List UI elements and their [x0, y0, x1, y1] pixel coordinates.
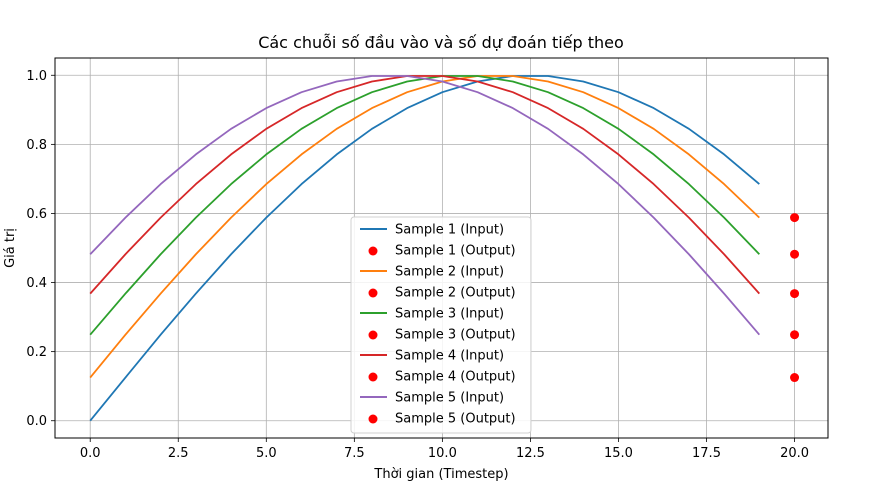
legend-entry-label: Sample 3 (Input) [395, 307, 504, 322]
x-tick-label: 5.0 [256, 446, 277, 461]
x-axis-ticks: 0.0 2.5 5.0 7.5 10.0 12.5 15.0 17.5 20.0 [80, 438, 809, 461]
legend-entry-label: Sample 1 (Input) [395, 223, 504, 238]
output-points [790, 213, 800, 383]
series-line-sample-4 [89, 75, 760, 295]
series-lines [89, 75, 761, 422]
series-line-sample-2 [89, 75, 760, 379]
legend-entry-label: Sample 2 (Output) [395, 286, 516, 301]
legend-dot-marker [368, 372, 378, 382]
y-tick-label: 1.0 [26, 69, 47, 84]
legend-box [350, 216, 532, 434]
plot-frame [54, 57, 829, 439]
y-tick-label: 0.2 [26, 345, 47, 360]
legend-entry-label: Sample 5 (Output) [395, 412, 516, 427]
output-point-sample-5 [790, 373, 800, 383]
legend-dot-marker [368, 414, 378, 424]
x-tick-label: 2.5 [168, 446, 189, 461]
legend-entry-label: Sample 4 (Output) [395, 370, 516, 385]
y-tick-label: 0.0 [26, 414, 47, 429]
legend-dot-marker [368, 330, 378, 340]
x-tick-label: 7.5 [344, 446, 365, 461]
y-axis-ticks: 0.0 0.2 0.4 0.6 0.8 1.0 [26, 69, 55, 429]
legend-entry-label: Sample 2 (Input) [395, 265, 504, 280]
legend-entry-label: Sample 1 (Output) [395, 244, 516, 259]
legend-entry-label: Sample 5 (Input) [395, 391, 504, 406]
y-tick-label: 0.4 [26, 276, 47, 291]
y-axis-label: Giá trị [3, 228, 18, 268]
x-tick-label: 17.5 [692, 446, 721, 461]
x-tick-label: 0.0 [80, 446, 101, 461]
legend: Sample 1 (Input) Sample 1 (Output) Sample … [350, 216, 532, 434]
legend-entry-label: Sample 4 (Input) [395, 349, 504, 364]
x-axis-label: Thời gian (Timestep) [373, 467, 508, 482]
x-tick-label: 12.5 [516, 446, 545, 461]
chart-title: Các chuỗi số đầu vào và số dự đoán tiếp … [258, 33, 624, 52]
x-tick-label: 10.0 [428, 446, 457, 461]
output-point-sample-1 [790, 213, 800, 223]
y-tick-label: 0.8 [26, 138, 47, 153]
output-point-sample-4 [790, 330, 800, 340]
series-line-sample-5 [89, 75, 761, 336]
legend-entry-label: Sample 3 (Output) [395, 328, 516, 343]
legend-dot-marker [368, 288, 378, 298]
series-line-sample-1 [89, 75, 760, 422]
x-tick-label: 15.0 [604, 446, 633, 461]
legend-dot-marker [368, 246, 378, 256]
x-tick-label: 20.0 [780, 446, 809, 461]
output-point-sample-3 [790, 289, 800, 299]
y-tick-label: 0.6 [26, 207, 47, 222]
output-point-sample-2 [790, 249, 800, 259]
